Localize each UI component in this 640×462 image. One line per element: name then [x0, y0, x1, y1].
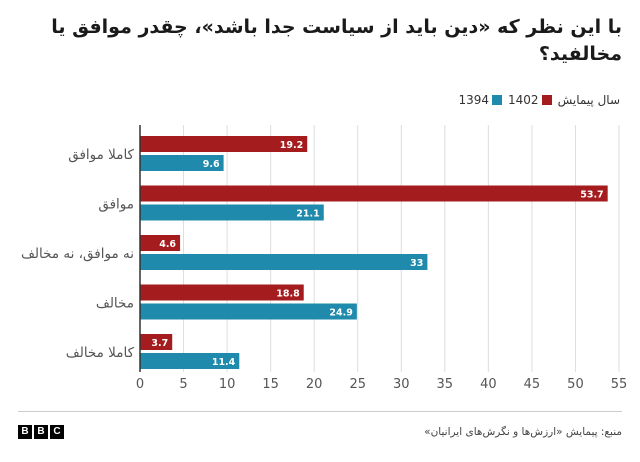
x-tick-label: 45 — [524, 377, 541, 392]
category-label: مخالف — [96, 296, 134, 312]
data-label: 53.7 — [580, 190, 603, 201]
x-tick-label: 10 — [219, 377, 236, 392]
legend: سال پیمایش 1402 1394 — [452, 93, 620, 107]
x-tick-label: 15 — [262, 377, 279, 392]
data-label: 19.2 — [280, 140, 303, 151]
logo-letter: B — [18, 425, 32, 439]
bar-1402 — [140, 284, 304, 301]
bar-1394 — [140, 254, 428, 270]
x-tick-label: 5 — [179, 377, 187, 392]
data-label: 33 — [410, 258, 423, 269]
x-tick-label: 55 — [611, 377, 628, 392]
category-label: موافق — [98, 197, 134, 213]
legend-title: سال پیمایش — [557, 93, 620, 107]
data-label: 21.1 — [296, 209, 319, 220]
legend-item-1402: 1402 — [508, 93, 552, 107]
data-label: 4.6 — [159, 239, 176, 250]
data-label: 3.7 — [151, 338, 168, 349]
x-tick-label: 0 — [136, 377, 144, 392]
category-label: کاملا مخالف — [66, 345, 135, 361]
legend-swatch-1402 — [541, 95, 552, 105]
x-tick-label: 50 — [567, 377, 584, 392]
legend-label-1402: 1402 — [508, 93, 539, 107]
bar-1402 — [140, 334, 173, 350]
data-label: 18.8 — [276, 289, 300, 300]
legend-item-1394: 1394 — [458, 93, 503, 107]
x-tick-label: 40 — [480, 377, 497, 392]
legend-swatch-1394 — [492, 95, 503, 105]
logo-letter: B — [34, 425, 48, 439]
source-note: منبع: پیمایش «ارزش‌ها و نگرش‌های ایرانیا… — [424, 426, 622, 438]
chart-title: با این نظر که «دین باید از سیاست جدا باش… — [51, 16, 622, 65]
x-tick-label: 25 — [349, 377, 366, 392]
data-label: 24.9 — [329, 308, 352, 319]
bar-1402 — [140, 235, 181, 251]
legend-label-1394: 1394 — [458, 93, 490, 107]
bar-1394 — [140, 303, 357, 320]
bbc-logo: B B C — [18, 425, 66, 439]
x-tick-label: 20 — [306, 377, 323, 392]
data-label: 11.4 — [212, 357, 236, 368]
data-label: 9.6 — [203, 159, 220, 170]
bar-1394 — [140, 204, 324, 221]
bar-chart: 0 5 10 15 20 25 30 35 40 45 50 55 19.2 9.6 کاملا موافق… — [21, 125, 628, 392]
footer-divider — [18, 411, 622, 412]
bar-1394 — [140, 155, 224, 171]
bar-1402 — [140, 136, 308, 152]
category-label: نه موافق، نه مخالف — [21, 246, 134, 262]
x-tick-label: 30 — [393, 377, 410, 392]
category-label: کاملا موافق — [68, 147, 134, 163]
x-tick-label: 35 — [437, 377, 454, 392]
bar-1402 — [140, 185, 608, 202]
bar-1394 — [140, 353, 240, 369]
logo-letter: C — [50, 425, 64, 439]
